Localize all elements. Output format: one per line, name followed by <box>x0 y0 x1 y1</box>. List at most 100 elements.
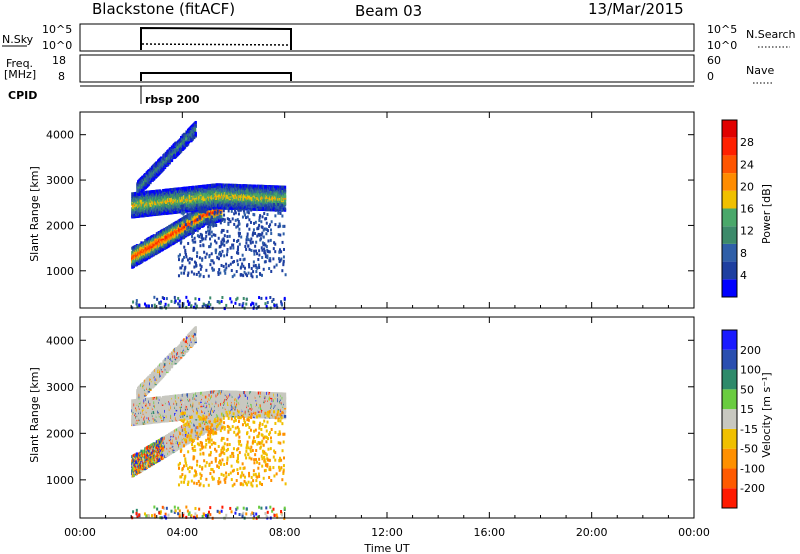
power-cell <box>228 203 231 207</box>
power-cell <box>219 271 222 275</box>
power-cell <box>226 217 229 221</box>
power-cell <box>195 272 198 276</box>
power-cell <box>229 246 232 250</box>
power-cell <box>190 222 193 226</box>
power-cell <box>237 212 240 216</box>
power-cell <box>239 258 242 262</box>
power-cell <box>198 274 201 278</box>
power-cell <box>237 245 240 249</box>
power-cell <box>131 192 134 196</box>
power-cell <box>219 210 222 214</box>
power-cell <box>199 224 202 228</box>
power-cell <box>189 226 192 230</box>
power-cell <box>210 252 213 256</box>
power-cell <box>161 245 165 249</box>
power-cell <box>276 205 279 209</box>
power-cell <box>234 218 237 222</box>
power-cell <box>205 252 208 256</box>
power-cell <box>236 259 239 263</box>
power-cell <box>238 242 241 246</box>
cpid-label: CPID <box>8 89 37 102</box>
power-cell <box>207 225 210 229</box>
power-cell <box>217 257 220 261</box>
power-cell <box>255 270 258 274</box>
power-cell <box>199 244 202 248</box>
power-cell <box>203 217 206 221</box>
power-cell <box>240 235 243 239</box>
power-cell <box>183 245 186 249</box>
power-cell <box>183 199 186 203</box>
power-cell <box>162 188 165 192</box>
power-cell <box>222 183 225 187</box>
power-cell <box>183 220 186 224</box>
power-cell <box>170 233 173 237</box>
power-cell <box>242 258 245 262</box>
power-cell <box>258 206 261 210</box>
power-cell <box>204 188 208 192</box>
nave-tick-top: 60 <box>707 54 721 67</box>
power-cell <box>202 275 205 279</box>
power-cell <box>231 243 234 247</box>
power-cell <box>229 220 232 224</box>
power-cell <box>197 270 200 274</box>
power-cell <box>168 244 171 248</box>
power-cell <box>135 261 139 265</box>
power-cell <box>258 253 261 257</box>
power-cell <box>237 208 240 212</box>
power-cell <box>230 255 233 259</box>
nsky-right-tick-bottom: 10^0 <box>707 39 737 52</box>
power-cell <box>272 257 275 261</box>
power-cell <box>204 255 207 259</box>
power-cell <box>177 258 180 262</box>
power-cell <box>274 223 277 227</box>
power-cell <box>261 231 264 235</box>
power-cell <box>226 229 229 233</box>
nsky-right-tick-top: 10^5 <box>707 23 737 36</box>
power-cell <box>248 227 251 231</box>
power-cell <box>247 211 250 215</box>
power-cell <box>280 208 283 212</box>
power-cell <box>167 241 170 245</box>
power-cell <box>265 221 268 225</box>
power-cell <box>233 212 236 216</box>
power-cell <box>255 208 258 212</box>
power-cell <box>206 217 209 221</box>
power-cell <box>238 227 241 231</box>
power-cell <box>152 203 155 207</box>
power-cell <box>269 228 272 232</box>
power-cell <box>179 241 182 245</box>
power-cell <box>223 254 226 258</box>
power-cell <box>216 209 219 213</box>
power-cell <box>209 263 212 267</box>
power-cell <box>211 268 214 272</box>
power-cell <box>256 266 259 270</box>
power-cell <box>281 203 284 207</box>
power-cell <box>250 267 253 271</box>
power-cell <box>258 233 261 237</box>
freq-label-line2: [MHz] <box>4 68 36 81</box>
power-cell <box>257 257 260 261</box>
power-cell <box>269 223 272 227</box>
power-cell <box>223 234 226 238</box>
power-cell <box>253 252 256 256</box>
power-cell <box>204 237 207 241</box>
power-cell <box>213 210 216 214</box>
power-cell <box>235 251 238 255</box>
power-cell <box>183 210 186 214</box>
power-cell <box>280 250 283 254</box>
power-cell <box>188 257 191 261</box>
power-cell <box>261 215 264 219</box>
power-cell <box>258 218 261 222</box>
power-cell <box>210 230 213 234</box>
nsky-strip: N.Sky 10^5 10^0 10^5 10^0 N.Search <box>2 23 796 52</box>
power-cell <box>236 263 239 267</box>
power-cell <box>265 227 268 231</box>
power-cell <box>194 123 197 127</box>
power-cell <box>135 191 138 195</box>
nsearch-trace <box>141 43 291 46</box>
power-cell <box>254 204 257 208</box>
power-cell <box>232 246 235 250</box>
power-cell <box>275 263 278 267</box>
cpid-value: rbsp 200 <box>145 93 200 106</box>
